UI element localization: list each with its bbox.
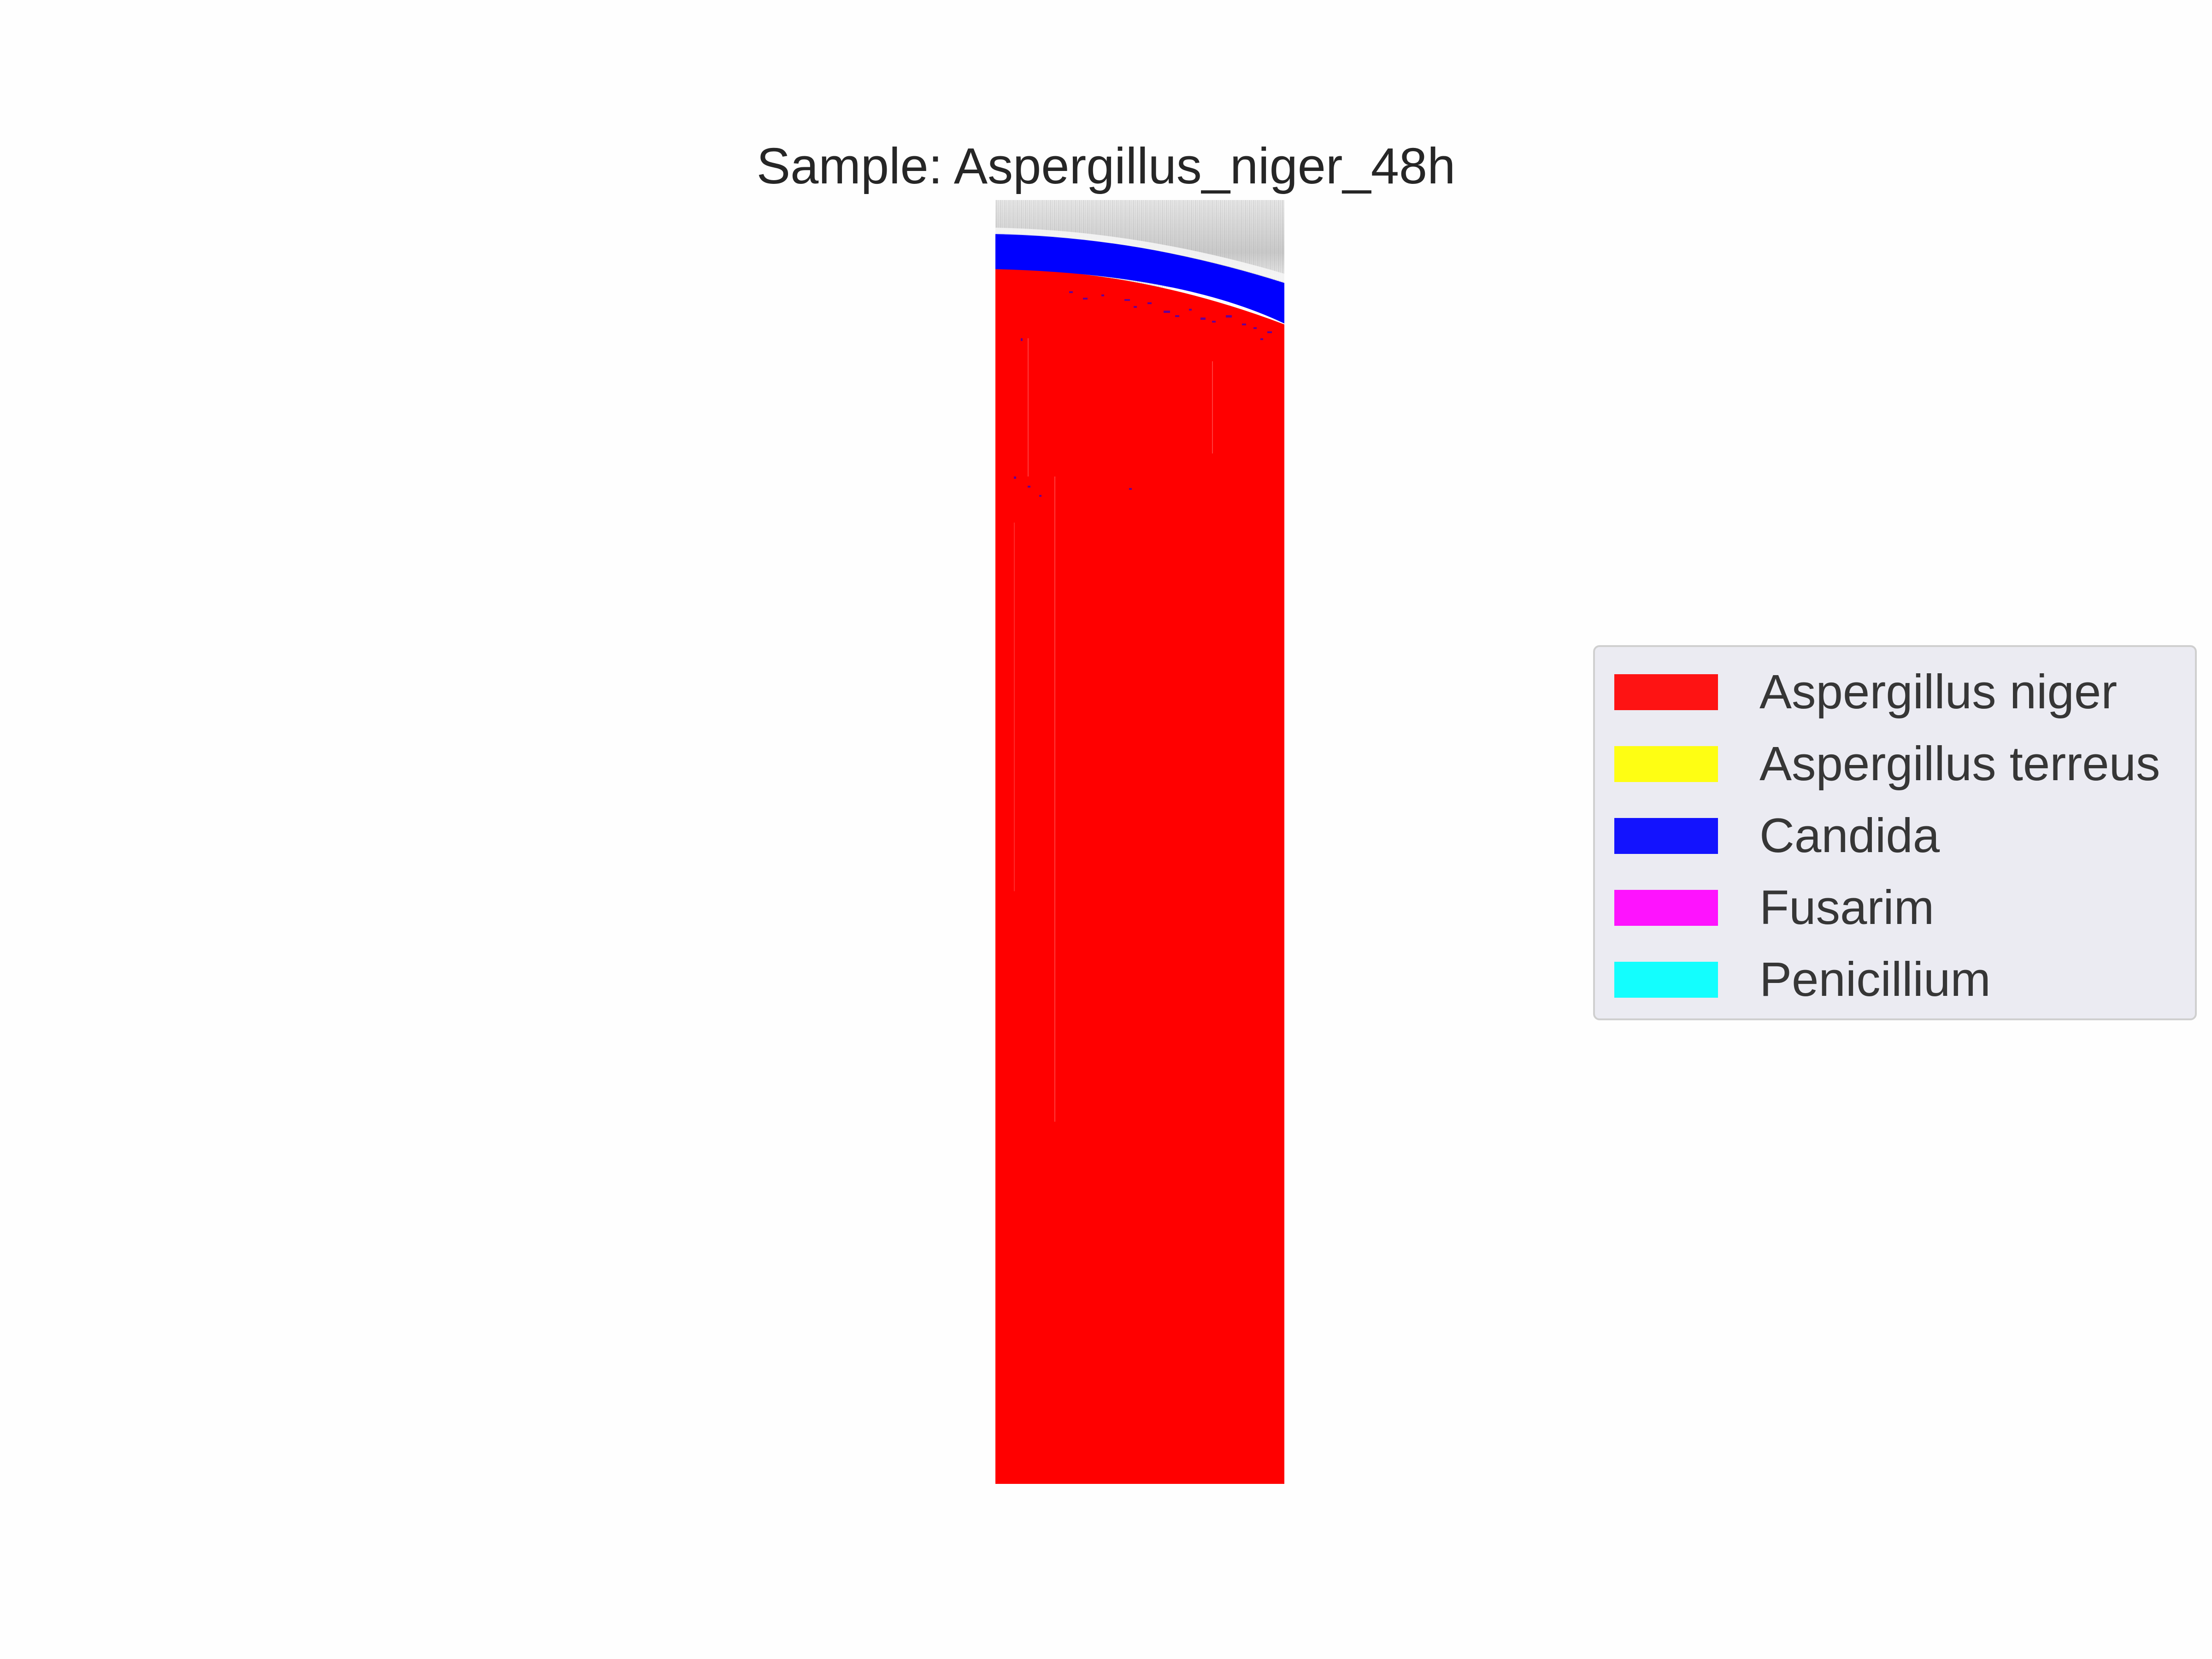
streak-lines: [1014, 338, 1213, 1122]
region-candida: [995, 233, 1284, 324]
legend-item-fusarim: Fusarim: [1614, 878, 2186, 935]
legend-label: Fusarim: [1759, 881, 1935, 935]
classification-map: [995, 200, 1284, 1484]
figure-title: Sample: Aspergillus_niger_48h: [756, 138, 1456, 194]
legend-label: Candida: [1759, 809, 1940, 863]
candida-specks: [1014, 291, 1272, 497]
legend-item-penicillium: Penicillium: [1614, 950, 2186, 1006]
legend-item-candida: Candida: [1614, 806, 2186, 863]
legend-label: Aspergillus niger: [1759, 665, 2118, 719]
legend-swatch-penicillium: [1614, 962, 1718, 998]
classification-map-image: [995, 200, 1284, 1484]
legend-swatch-aspergillus-niger: [1614, 674, 1718, 710]
legend-item-aspergillus-terreus: Aspergillus terreus: [1614, 735, 2186, 791]
region-aspergillus-niger: [995, 269, 1284, 1484]
legend: Aspergillus niger Aspergillus terreus Ca…: [1593, 645, 2197, 1020]
legend-swatch-fusarim: [1614, 890, 1718, 926]
legend-item-aspergillus-niger: Aspergillus niger: [1614, 663, 2186, 719]
legend-label: Aspergillus terreus: [1759, 737, 2160, 791]
legend-label: Penicillium: [1759, 953, 1991, 1006]
legend-swatch-aspergillus-terreus: [1614, 746, 1718, 782]
legend-swatch-candida: [1614, 818, 1718, 854]
